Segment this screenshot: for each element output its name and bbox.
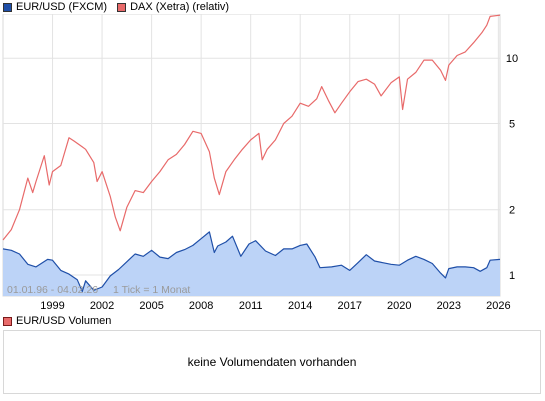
volume-panel: keine Volumendaten vorhanden [3, 330, 541, 394]
volume-legend[interactable]: EUR/USD Volumen [3, 314, 111, 328]
x-tick-label: 2014 [288, 300, 312, 312]
x-tick-label: 2008 [189, 300, 213, 312]
legend-item-eurusd[interactable]: EUR/USD (FXCM) [3, 0, 107, 14]
x-tick-label: 2020 [387, 300, 411, 312]
y-tick-label: 10 [506, 53, 518, 65]
y-tick-label: 1 [509, 270, 515, 282]
x-tick-label: 2023 [437, 300, 461, 312]
series-line-eurusd [2, 231, 501, 292]
x-tick-label: 2005 [139, 300, 163, 312]
x-tick-label: 2002 [90, 300, 114, 312]
legend-label-eurusd: EUR/USD (FXCM) [16, 1, 108, 13]
volume-legend-swatch [3, 316, 12, 326]
price-chart[interactable]: 1 2 5 10 1999 2002 2005 2008 2011 2014 2017 2020 202… [0, 14, 545, 314]
x-tick-label: 1999 [40, 300, 64, 312]
chart-legend: EUR/USD (FXCM) DAX (Xetra) (relativ) [3, 0, 239, 14]
x-tick-label: 2011 [239, 300, 263, 312]
x-tick-label: 2017 [338, 300, 362, 312]
date-range-label: 01.01.96 - 04.02.26 [7, 284, 98, 296]
y-tick-label: 5 [509, 118, 515, 130]
volume-empty-message: keine Volumendaten vorhanden [187, 355, 357, 369]
x-tick-label: 2026 [486, 300, 510, 312]
legend-item-dax[interactable]: DAX (Xetra) (relativ) [117, 0, 229, 14]
legend-swatch-eurusd [3, 2, 12, 12]
volume-legend-label: EUR/USD Volumen [16, 315, 112, 327]
tick-info-label: 1 Tick = 1 Monat [113, 284, 190, 296]
legend-swatch-dax [117, 2, 127, 12]
series-area-eurusd [3, 231, 500, 296]
y-tick-label: 2 [509, 205, 515, 217]
series-line-dax [2, 14, 501, 241]
legend-label-dax: DAX (Xetra) (relativ) [130, 1, 230, 13]
axis-labels: 1 2 5 10 1999 2002 2005 2008 2011 2014 2017 2020 202… [7, 53, 518, 312]
series-layer [2, 14, 501, 296]
